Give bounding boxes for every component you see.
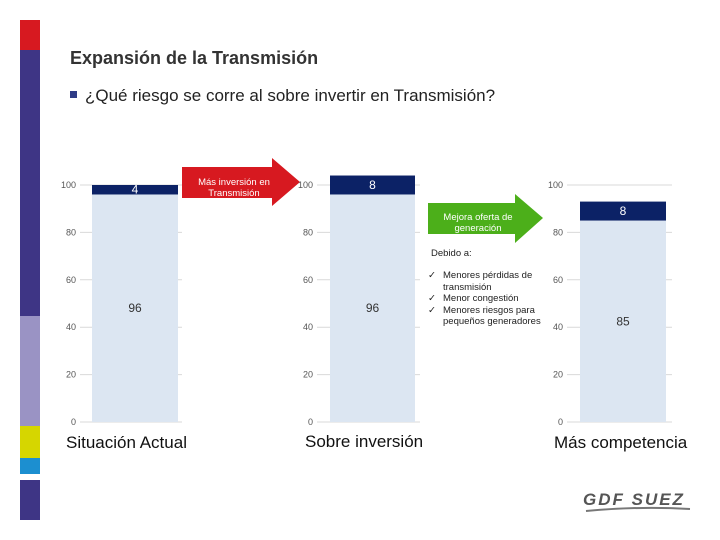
reasons-list: ✓ Menores pérdidas de transmisión ✓ Menor c… xyxy=(428,270,553,328)
red-arrow-icon xyxy=(182,158,300,206)
stripe-yellow xyxy=(20,426,40,458)
question-bullet: ¿Qué riesgo se corre al sobre invertir e… xyxy=(70,86,495,106)
red-arrow-label: Más inversión en Transmisión xyxy=(186,177,282,199)
y-tick-label: 20 xyxy=(303,370,313,380)
y-tick-label: 40 xyxy=(66,322,76,332)
data-label: 85 xyxy=(616,314,630,328)
stripe-purple-bottom xyxy=(20,480,40,520)
stripe-red xyxy=(20,20,40,50)
y-tick-label: 20 xyxy=(553,370,563,380)
data-label: 8 xyxy=(369,178,376,192)
bar-segment xyxy=(580,220,666,422)
data-label: 8 xyxy=(620,204,627,218)
green-arrow-line2: generación xyxy=(454,223,502,234)
reasons-heading: Debido a: xyxy=(431,248,472,259)
red-arrow-line2: Transmisión xyxy=(208,188,260,199)
y-tick-label: 100 xyxy=(298,180,313,190)
bar-segment xyxy=(330,194,415,422)
bullet-square-icon xyxy=(70,91,77,99)
gdf-suez-logo: GDF SUEZ xyxy=(583,490,685,509)
y-tick-label: 100 xyxy=(548,180,563,190)
green-arrow-line1: Mejora oferta de xyxy=(443,212,513,223)
slide-title: Expansión de la Transmisión xyxy=(70,48,319,68)
logo-swoosh-icon xyxy=(585,506,691,512)
y-tick-label: 80 xyxy=(553,227,563,237)
y-tick-label: 40 xyxy=(303,322,313,332)
data-label: 96 xyxy=(128,301,142,315)
reason-item: ✓ Menor congestión xyxy=(428,293,519,304)
y-tick-label: 60 xyxy=(66,275,76,285)
reason-item: ✓ Menores riesgos para pequeños generadore… xyxy=(428,304,541,328)
y-tick-label: 60 xyxy=(303,275,313,285)
y-tick-label: 0 xyxy=(308,417,313,427)
check-icon: ✓ xyxy=(428,293,436,304)
red-arrow-line1: Más inversión en xyxy=(198,177,270,188)
y-tick-label: 0 xyxy=(558,417,563,427)
y-tick-label: 100 xyxy=(61,180,76,190)
bar-segment xyxy=(92,185,178,195)
reason-item: ✓ Menores pérdidas de transmisión xyxy=(428,270,533,293)
y-tick-label: 0 xyxy=(71,417,76,427)
y-tick-label: 80 xyxy=(66,227,76,237)
check-icon: ✓ xyxy=(428,270,436,281)
data-label: 96 xyxy=(366,301,380,315)
caption-situacion-actual: Situación Actual xyxy=(66,433,187,452)
y-tick-label: 20 xyxy=(66,370,76,380)
green-arrow-label: Mejora oferta de generación xyxy=(430,212,526,234)
y-tick-label: 80 xyxy=(303,227,313,237)
bar-segment xyxy=(580,201,666,221)
data-label: 4 xyxy=(132,183,139,197)
bar-segment xyxy=(330,175,415,195)
y-tick-label: 40 xyxy=(553,322,563,332)
check-icon: ✓ xyxy=(428,304,436,316)
bar-segment xyxy=(92,194,178,422)
stripe-lavender xyxy=(20,316,40,426)
green-arrow-icon xyxy=(428,194,543,243)
y-tick-label: 60 xyxy=(553,275,563,285)
stripe-blue xyxy=(20,458,40,474)
stripe-purple xyxy=(20,50,40,316)
caption-mas-competencia: Más competencia xyxy=(554,433,688,452)
question-text: ¿Qué riesgo se corre al sobre invertir e… xyxy=(85,86,496,105)
caption-sobre-inversion: Sobre inversión xyxy=(305,432,424,451)
